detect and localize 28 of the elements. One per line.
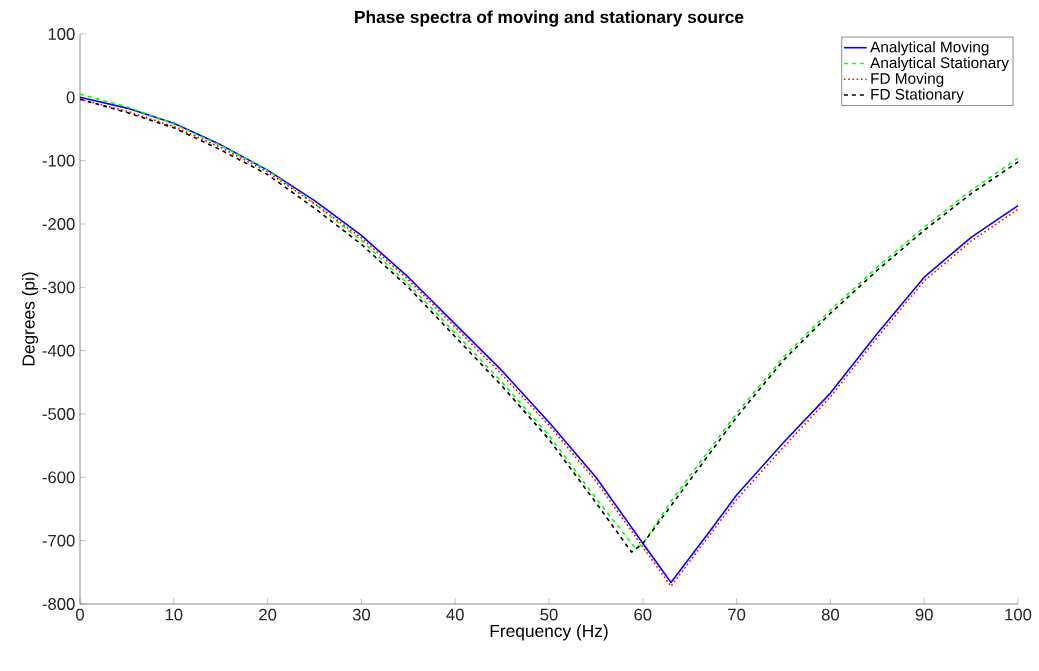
x-tick-label: 50 bbox=[540, 608, 558, 621]
y-tick-label: 100 bbox=[48, 28, 75, 40]
chart-title: Phase spectra of moving and stationary source bbox=[355, 10, 744, 27]
x-tick-label: 10 bbox=[165, 608, 183, 621]
x-tick-label: 20 bbox=[259, 608, 277, 621]
x-tick-label: 90 bbox=[915, 608, 933, 621]
y-tick-label: -100 bbox=[42, 154, 75, 167]
legend-label: Analytical Moving bbox=[870, 41, 989, 56]
y-tick-label: -300 bbox=[42, 281, 75, 294]
y-tick-label: -800 bbox=[42, 598, 75, 610]
x-tick-label: 40 bbox=[446, 608, 464, 621]
legend-label: FD Moving bbox=[871, 72, 944, 87]
y-tick-label: -400 bbox=[42, 344, 75, 357]
x-axis-title: Frequency (Hz) bbox=[490, 624, 608, 641]
x-tick-label: 60 bbox=[634, 608, 652, 621]
y-tick-label: -700 bbox=[42, 534, 75, 547]
legend-label: FD Stationary bbox=[871, 88, 964, 103]
y-tick-label: -600 bbox=[42, 471, 75, 484]
y-axis-title: Degrees (pi) bbox=[21, 272, 39, 366]
y-tick-label: -200 bbox=[42, 218, 75, 230]
x-tick-label: 70 bbox=[728, 608, 746, 621]
x-tick-label: 80 bbox=[821, 608, 840, 621]
x-tick-label: 30 bbox=[352, 608, 371, 621]
legend-label: Analytical Stationary bbox=[870, 56, 1009, 72]
x-tick-label: 100 bbox=[1005, 608, 1032, 621]
x-tick-label: 0 bbox=[76, 608, 84, 621]
y-tick-label: 0 bbox=[66, 91, 75, 104]
y-tick-label: -500 bbox=[42, 408, 75, 420]
